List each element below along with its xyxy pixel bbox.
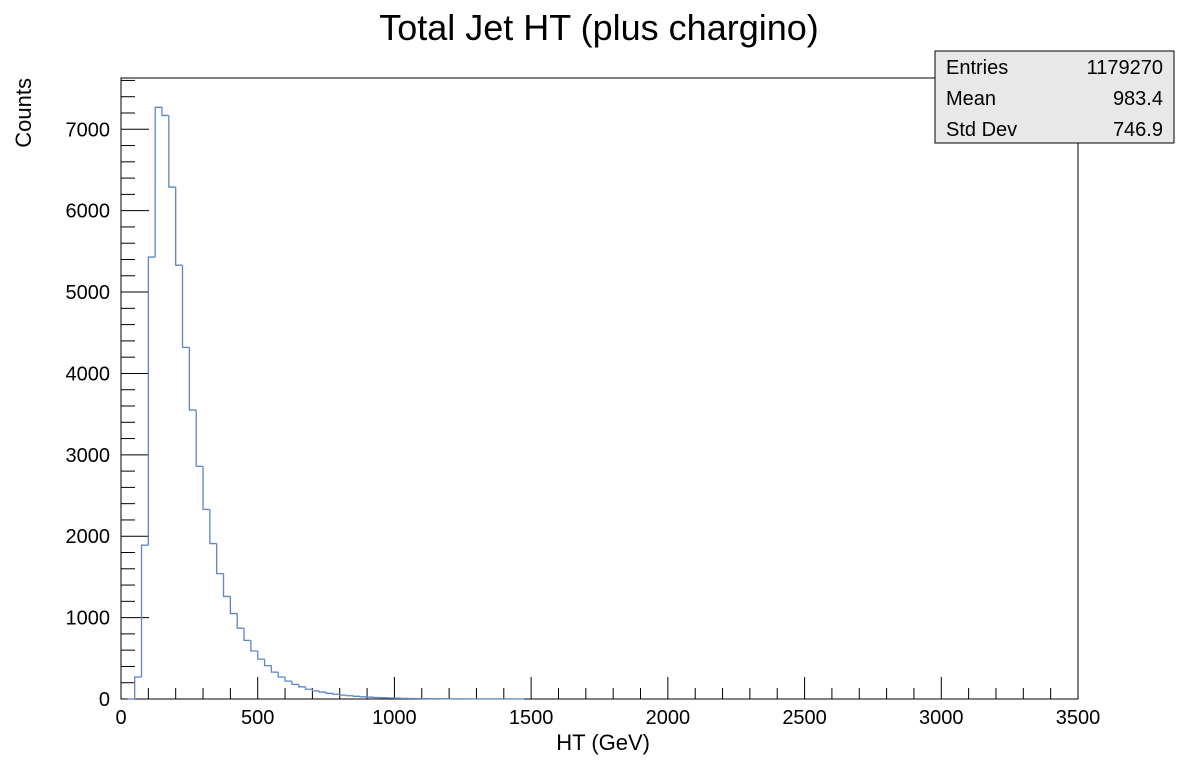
y-tick-label: 1000 xyxy=(66,608,111,630)
x-tick-label: 500 xyxy=(241,707,274,729)
histogram-bin xyxy=(222,573,231,598)
x-axis-label: HT (GeV) xyxy=(556,730,650,755)
plot-frame xyxy=(120,77,1079,700)
stats-stddev-value: 746.9 xyxy=(1113,119,1163,141)
y-tick-label: 3000 xyxy=(66,445,111,467)
histogram-bin xyxy=(352,695,361,697)
histogram-bin xyxy=(140,544,149,678)
histogram-bin xyxy=(175,187,183,266)
y-axis-label: Counts xyxy=(11,78,36,148)
histogram-bin xyxy=(257,650,265,660)
chart-title: Total Jet HT (plus chargino) xyxy=(379,7,819,48)
histogram-bin xyxy=(250,640,258,652)
x-tick-label: 2500 xyxy=(782,707,827,729)
x-tick-label: 1500 xyxy=(509,707,554,729)
histogram-bin xyxy=(154,106,163,258)
x-tick-label: 0 xyxy=(115,707,126,729)
histogram-bin xyxy=(188,347,197,411)
y-tick-label: 6000 xyxy=(66,201,111,223)
x-tick-label: 2000 xyxy=(646,707,691,729)
histogram-bin xyxy=(161,107,169,117)
histogram-bin xyxy=(195,410,204,467)
histogram-bin xyxy=(270,665,279,673)
x-tick-label: 3000 xyxy=(919,707,964,729)
histogram-bin xyxy=(325,692,333,694)
stats-box-background xyxy=(934,50,1175,144)
histogram-bin xyxy=(304,686,313,690)
histogram-bin xyxy=(229,596,238,615)
histogram-bin xyxy=(147,256,156,546)
y-tick-label: 5000 xyxy=(66,282,111,304)
y-tick-label: 0 xyxy=(99,689,110,711)
y-tick-label: 4000 xyxy=(66,363,111,385)
x-tick-label: 3500 xyxy=(1056,707,1101,729)
histogram-bin xyxy=(209,509,217,545)
histogram-bin xyxy=(291,681,299,685)
histogram-bin xyxy=(134,676,142,699)
histogram-bin xyxy=(284,677,292,682)
histogram-bin xyxy=(332,693,340,695)
histogram-bin xyxy=(311,689,320,692)
stats-entries-value: 1179270 xyxy=(1087,57,1163,79)
histogram-bin xyxy=(236,613,245,629)
histogram-bin xyxy=(202,466,210,511)
histogram-bin xyxy=(243,628,251,642)
stats-box: Entries 1179270 Mean 983.4 Std Dev 746.9 xyxy=(934,50,1175,144)
y-tick-label: 2000 xyxy=(66,526,111,548)
stats-mean-label: Mean xyxy=(946,88,996,110)
x-tick-label: 1000 xyxy=(372,707,417,729)
stats-stddev-label: Std Dev xyxy=(946,119,1017,141)
y-tick-label: 7000 xyxy=(66,119,111,141)
stats-mean-value: 983.4 xyxy=(1113,88,1163,110)
histogram-bin xyxy=(168,115,176,188)
histogram-bin xyxy=(263,659,272,667)
histogram-bin xyxy=(318,690,327,693)
stats-entries-label: Entries xyxy=(946,57,1008,79)
histogram-bin xyxy=(339,694,347,696)
histogram-bin xyxy=(277,672,286,678)
histogram-bin xyxy=(298,684,306,688)
histogram-bin xyxy=(345,695,354,697)
histogram-bin xyxy=(216,543,224,575)
histogram-bin xyxy=(181,265,190,349)
